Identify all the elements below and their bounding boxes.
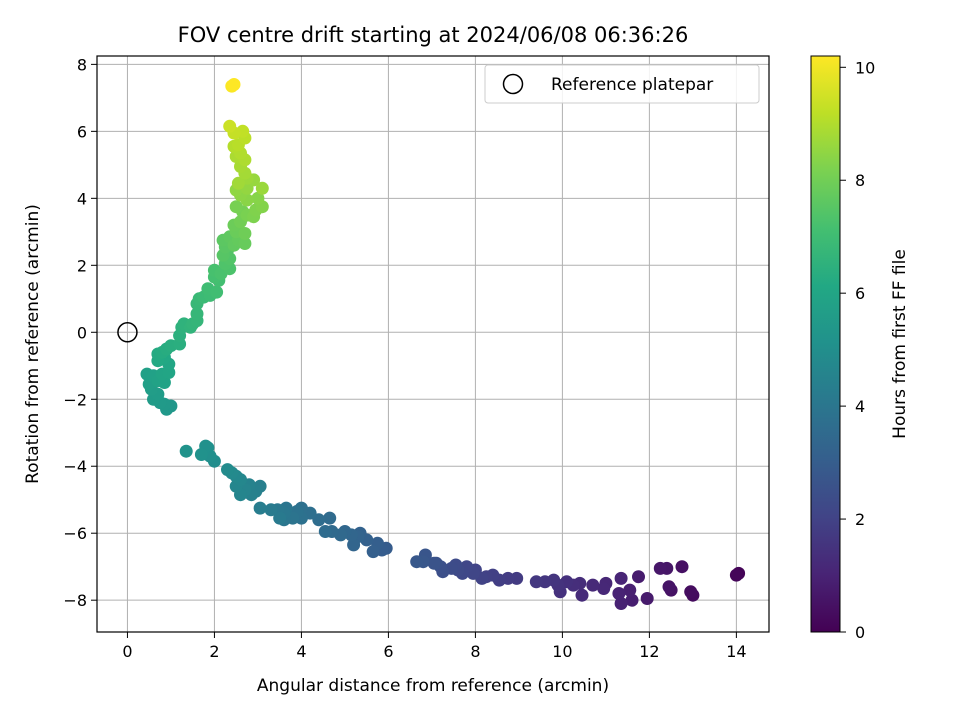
y-tick-label: −2	[63, 390, 87, 409]
data-point	[223, 119, 237, 133]
x-tick-label: 0	[122, 642, 132, 661]
x-axis-label: Angular distance from reference (arcmin)	[257, 676, 609, 696]
colorbar-tick-label: 10	[855, 58, 875, 77]
colorbar-label: Hours from first FF file	[890, 249, 910, 439]
x-tick-label: 2	[209, 642, 219, 661]
data-point	[675, 560, 689, 574]
data-points	[117, 78, 746, 610]
data-point	[575, 588, 589, 602]
data-point	[623, 583, 637, 597]
data-point	[273, 511, 287, 525]
data-point	[253, 501, 267, 515]
legend-box	[484, 64, 760, 104]
data-point	[729, 568, 743, 582]
data-point	[632, 570, 645, 584]
data-point	[251, 191, 265, 205]
x-tick-label: 6	[383, 642, 393, 661]
colorbar-tick-label: 2	[855, 510, 865, 529]
data-point	[529, 575, 543, 589]
legend-marker-reference	[502, 73, 524, 95]
x-axis-ticks: 0 2 4 6 8 10 12 14	[122, 632, 747, 661]
data-point	[662, 580, 676, 594]
colorbar-tick-label: 8	[855, 171, 865, 190]
data-point	[586, 578, 600, 592]
data-point	[190, 307, 204, 321]
grid-lines	[97, 56, 769, 632]
data-point	[597, 582, 611, 595]
data-point	[318, 525, 332, 538]
data-point	[614, 571, 628, 585]
x-tick-label: 12	[639, 642, 659, 661]
data-point	[640, 592, 654, 605]
colorbar	[810, 55, 841, 633]
legend-entry-reference-platepar: Reference platepar	[551, 75, 713, 95]
x-tick-label: 4	[296, 642, 306, 661]
data-point	[238, 227, 252, 240]
colorbar-tick-label: 0	[855, 623, 865, 642]
colorbar-ticks: 0 2 4 6 8 10	[840, 58, 875, 642]
colorbar-tick-label: 4	[855, 397, 865, 416]
colorbar-tick-label: 6	[855, 284, 865, 303]
legend: Reference platepar	[484, 64, 760, 104]
y-tick-label: 8	[77, 55, 87, 74]
data-point	[427, 556, 441, 570]
data-point	[229, 200, 243, 214]
data-point	[366, 545, 380, 559]
plot-frame	[96, 55, 770, 633]
reference-platepar-marker	[117, 322, 138, 343]
y-axis-label: Rotation from reference (arcmin)	[23, 204, 43, 484]
x-tick-label: 10	[552, 642, 572, 661]
data-point	[238, 237, 252, 250]
y-tick-label: −6	[63, 524, 87, 543]
data-point	[684, 585, 698, 599]
data-point	[653, 561, 667, 575]
data-point	[255, 181, 269, 195]
x-tick-label: 8	[470, 642, 480, 661]
data-point	[231, 176, 245, 190]
chart-title: FOV centre drift starting at 2024/06/08 …	[178, 23, 689, 47]
data-point	[625, 593, 639, 607]
y-tick-label: 6	[77, 122, 87, 141]
data-point	[347, 538, 361, 552]
y-tick-label: 4	[77, 189, 87, 208]
data-point	[323, 511, 337, 525]
y-tick-label: −8	[63, 591, 87, 610]
y-tick-label: 0	[77, 323, 87, 342]
data-point	[614, 597, 628, 610]
data-point	[210, 285, 224, 299]
data-point	[612, 587, 626, 600]
y-axis-ticks: −8 −6 −4 −2 0 2 4 6 8	[63, 55, 97, 610]
data-point	[221, 463, 234, 477]
data-point	[410, 555, 424, 569]
x-tick-label: 14	[726, 642, 746, 661]
y-tick-label: −4	[63, 457, 87, 476]
data-point	[179, 444, 193, 458]
y-tick-label: 2	[77, 256, 87, 275]
data-point	[264, 503, 278, 517]
data-point	[194, 448, 208, 461]
data-point	[227, 78, 241, 91]
